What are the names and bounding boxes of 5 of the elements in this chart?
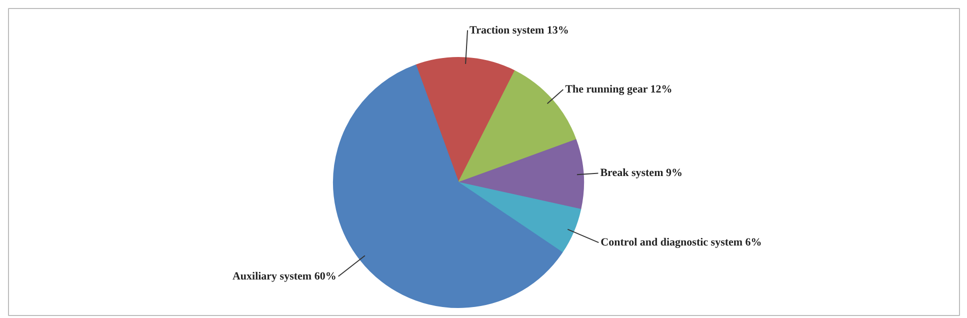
slice-label: Auxiliary system 60% [232, 270, 336, 282]
slice-label: Break system 9% [600, 167, 682, 180]
slice-label: Control and diagnostic system 6% [600, 236, 762, 249]
slice-label: Traction system 13% [470, 24, 569, 36]
slice-label: The running gear 12% [565, 84, 672, 96]
